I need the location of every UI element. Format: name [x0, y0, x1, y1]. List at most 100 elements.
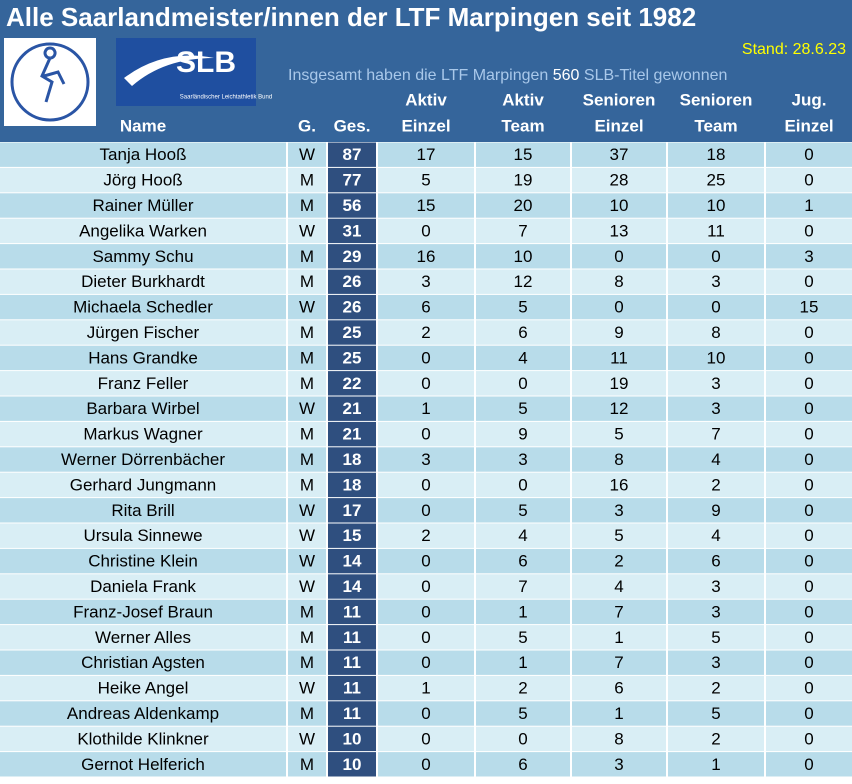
cell — [476, 599, 570, 625]
name: Jörg Hooß — [103, 171, 182, 190]
cell — [328, 142, 376, 167]
cell-text: 7 — [614, 602, 623, 621]
cell-text: 6 — [614, 679, 623, 698]
cell-text: M — [300, 602, 314, 621]
cell-text: 15 — [343, 526, 362, 545]
cell-text: 0 — [804, 577, 813, 596]
cell — [476, 396, 570, 421]
cell-text: 6 — [518, 323, 527, 342]
cell-text: 14 — [343, 577, 362, 596]
cell-text: 8 — [614, 729, 623, 748]
column-header: Jug. — [792, 90, 827, 109]
cell-text: 26 — [343, 298, 362, 317]
cell — [766, 472, 852, 498]
cell-text: 3 — [711, 374, 720, 393]
cell-text: 0 — [614, 298, 623, 317]
cell — [0, 447, 286, 472]
cell — [572, 371, 666, 396]
cell — [0, 269, 286, 294]
cell — [378, 244, 474, 269]
cell — [328, 294, 376, 320]
name: Christian Agsten — [81, 653, 205, 672]
cell — [476, 472, 570, 498]
cell — [288, 244, 326, 269]
cell-text: 3 — [804, 247, 813, 266]
cell-text: M — [300, 450, 314, 469]
cell — [378, 142, 474, 167]
cell-text: M — [300, 374, 314, 393]
cell-text: 2 — [711, 729, 720, 748]
logo-circle — [10, 42, 90, 122]
cell — [378, 701, 474, 726]
cell-text: 21 — [343, 425, 362, 444]
cell — [378, 320, 474, 345]
cell — [0, 701, 286, 726]
cell — [766, 752, 852, 777]
cell-text: 15 — [514, 145, 533, 164]
cell-text: 10 — [707, 348, 726, 367]
cell-text: 9 — [518, 425, 527, 444]
cell-text: 3 — [614, 755, 623, 774]
cell-text: M — [300, 196, 314, 215]
cell-text: 10 — [610, 196, 629, 215]
cell-text: 0 — [421, 425, 430, 444]
cell-text: 56 — [343, 196, 362, 215]
cell — [766, 167, 852, 193]
cell — [0, 752, 286, 777]
cell-text: 5 — [711, 704, 720, 723]
cell-text: 1 — [804, 196, 813, 215]
cell — [378, 447, 474, 472]
name: Hans Grandke — [88, 348, 198, 367]
cell-text: 1 — [421, 679, 430, 698]
cell — [476, 421, 570, 447]
name: Dieter Burkhardt — [81, 272, 205, 291]
cell-text: 0 — [804, 425, 813, 444]
cell-text: 0 — [421, 755, 430, 774]
cell-text: 0 — [421, 628, 430, 647]
cell — [572, 726, 666, 752]
cell — [288, 421, 326, 447]
cell — [668, 701, 764, 726]
cell-text: 28 — [610, 171, 629, 190]
cell — [766, 244, 852, 269]
name: Michaela Schedler — [73, 298, 213, 317]
cell-text: 0 — [804, 323, 813, 342]
cell — [328, 650, 376, 675]
cell-text: 4 — [518, 526, 527, 545]
cell — [0, 371, 286, 396]
cell-text: 9 — [614, 323, 623, 342]
cell — [378, 371, 474, 396]
cell — [0, 650, 286, 675]
cell — [668, 396, 764, 421]
column-header: Senioren — [680, 90, 753, 109]
cell — [328, 345, 376, 371]
cell — [476, 548, 570, 574]
cell-text: 10 — [343, 755, 362, 774]
cell-text: 19 — [514, 171, 533, 190]
cell-text: 8 — [711, 323, 720, 342]
column-header: Aktiv — [502, 90, 544, 109]
cell — [766, 675, 852, 701]
cell-text: 0 — [804, 272, 813, 291]
cell-text: 6 — [421, 298, 430, 317]
cell-text: 0 — [804, 653, 813, 672]
cell-text: 29 — [343, 247, 362, 266]
cell-text: 10 — [707, 196, 726, 215]
cell-text: W — [299, 729, 315, 748]
cell-text: 0 — [421, 577, 430, 596]
cell-text: 87 — [343, 145, 362, 164]
cell-text: 21 — [343, 399, 362, 418]
cell-text: 14 — [343, 552, 362, 571]
cell-text: 4 — [711, 450, 720, 469]
cell-text: 22 — [343, 374, 362, 393]
cell-text: 16 — [610, 475, 629, 494]
cell — [378, 472, 474, 498]
cell — [378, 498, 474, 523]
cell — [476, 320, 570, 345]
cell — [668, 421, 764, 447]
cell-text: 0 — [804, 729, 813, 748]
column-header: Senioren — [583, 90, 656, 109]
name: Markus Wagner — [83, 425, 203, 444]
column-header: Ges. — [334, 116, 371, 135]
cell-text: 5 — [518, 399, 527, 418]
